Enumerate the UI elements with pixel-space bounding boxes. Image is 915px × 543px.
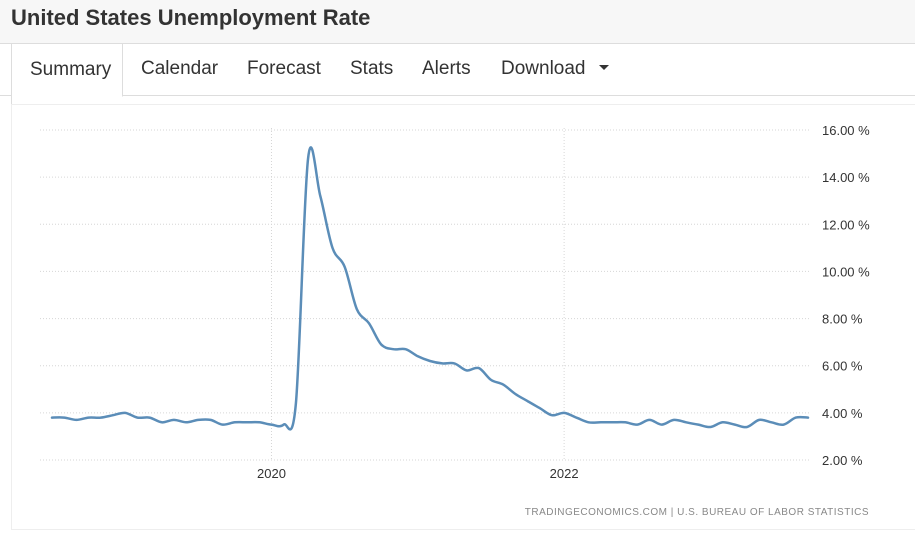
tab-summary-label: Summary — [30, 59, 112, 80]
x-tick-label: 2022 — [550, 466, 579, 481]
caret-down-icon — [598, 65, 609, 71]
tab-alerts[interactable]: Alerts — [422, 44, 471, 96]
tab-forecast[interactable]: Forecast — [247, 44, 321, 96]
title-bar: United States Unemployment Rate — [0, 0, 915, 44]
tab-calendar[interactable]: Calendar — [141, 44, 218, 96]
panel-rule — [11, 96, 12, 104]
y-tick-label: 8.00 % — [822, 312, 863, 327]
tab-forecast-label: Forecast — [247, 58, 321, 79]
y-tick-label: 16.00 % — [822, 123, 870, 138]
series-line-unemployment — [50, 146, 810, 431]
page-title: United States Unemployment Rate — [11, 5, 371, 30]
y-tick-label: 14.00 % — [822, 170, 870, 185]
tab-download[interactable]: Download — [501, 44, 609, 96]
y-tick-label: 10.00 % — [822, 264, 870, 279]
x-gridlines — [270, 128, 565, 460]
tab-stats-label: Stats — [350, 58, 394, 79]
y-tick-label: 2.00 % — [822, 453, 863, 468]
y-tick-label: 4.00 % — [822, 406, 863, 421]
y-tick-labels: 16.00 % 14.00 % 12.00 % 10.00 % 8.00 % 6.00 %… — [822, 123, 870, 468]
x-tick-labels: 2020 2022 — [257, 466, 579, 481]
tab-stats[interactable]: Stats — [350, 44, 393, 96]
y-gridlines — [40, 129, 810, 461]
y-tick-label: 12.00 % — [822, 217, 870, 232]
tab-summary[interactable]: Summary — [11, 43, 124, 97]
source-note: TRADINGECONOMICS.COM | U.S. BUREAU OF LA… — [525, 507, 869, 518]
tab-calendar-label: Calendar — [141, 58, 219, 79]
tab-download-label: Download — [501, 58, 586, 79]
y-tick-label: 6.00 % — [822, 359, 863, 374]
chart-panel — [11, 104, 915, 530]
tab-bar: Summary Calendar Forecast Stats Alerts D… — [0, 43, 915, 97]
tab-alerts-label: Alerts — [422, 58, 471, 79]
x-tick-label: 2020 — [257, 466, 286, 481]
